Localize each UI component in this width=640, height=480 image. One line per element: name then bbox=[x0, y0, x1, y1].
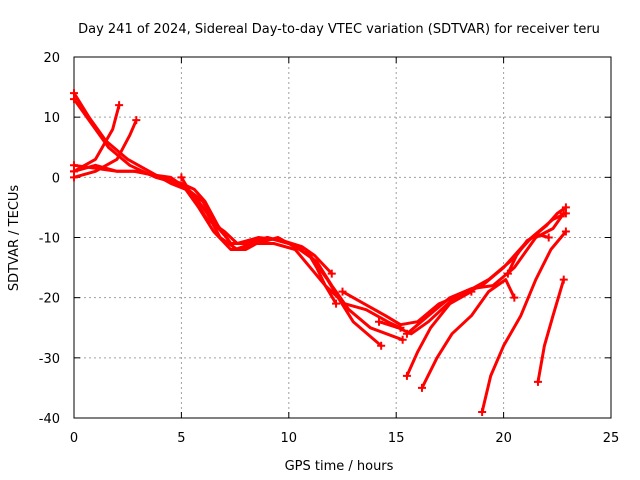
series-layer bbox=[70, 89, 570, 416]
x-axis-label: GPS time / hours bbox=[285, 459, 394, 474]
data-point-marker bbox=[402, 371, 411, 380]
data-point-marker bbox=[327, 269, 336, 278]
chart-title: Day 241 of 2024, Sidereal Day-to-day VTE… bbox=[78, 22, 600, 37]
data-point-marker bbox=[132, 116, 141, 125]
data-point-marker bbox=[398, 335, 407, 344]
data-point-marker bbox=[467, 287, 476, 296]
data-point-marker bbox=[402, 329, 411, 338]
data-point-marker bbox=[561, 227, 570, 236]
data-point-marker bbox=[510, 293, 519, 302]
series-arc-13 bbox=[478, 227, 570, 416]
data-point-marker bbox=[544, 233, 553, 242]
series-line bbox=[405, 211, 566, 336]
series-line bbox=[420, 278, 516, 390]
series-arc-10 bbox=[402, 209, 568, 338]
x-tick-label: 5 bbox=[177, 431, 185, 446]
series-arc-8 bbox=[338, 203, 570, 327]
series-line bbox=[72, 91, 383, 348]
series-line bbox=[72, 118, 138, 179]
data-point-marker bbox=[559, 275, 568, 284]
y-axis: -40 -30 -20 -10 0 10 20 bbox=[39, 51, 611, 427]
series-arc-2 bbox=[70, 95, 407, 344]
data-point-marker bbox=[478, 407, 487, 416]
data-point-marker bbox=[115, 101, 124, 110]
series-line bbox=[405, 290, 473, 378]
data-point-marker bbox=[338, 287, 347, 296]
x-axis: 0 5 10 15 20 25 bbox=[70, 57, 619, 446]
series-line bbox=[480, 230, 568, 414]
series-arc-15 bbox=[503, 233, 553, 278]
y-tick-label: -10 bbox=[39, 232, 60, 247]
x-tick-label: 0 bbox=[70, 431, 78, 446]
series-line bbox=[536, 278, 566, 384]
series-line bbox=[179, 175, 334, 276]
x-tick-label: 10 bbox=[281, 431, 298, 446]
series-arc-1 bbox=[70, 89, 386, 350]
series-line bbox=[72, 163, 402, 330]
grid bbox=[74, 57, 611, 418]
y-tick-label: 10 bbox=[43, 111, 60, 126]
x-tick-label: 25 bbox=[603, 431, 620, 446]
x-tick-label: 20 bbox=[495, 431, 512, 446]
data-point-marker bbox=[417, 383, 426, 392]
data-point-marker bbox=[559, 209, 568, 218]
series-line bbox=[506, 233, 551, 276]
data-point-marker bbox=[177, 173, 186, 182]
data-point-marker bbox=[533, 377, 542, 386]
y-axis-label: SDTVAR / TECUs bbox=[7, 185, 22, 292]
x-tick-label: 15 bbox=[388, 431, 405, 446]
series-arc-14 bbox=[533, 275, 568, 386]
data-point-marker bbox=[375, 317, 384, 326]
data-point-marker bbox=[377, 341, 386, 350]
y-tick-label: 20 bbox=[43, 51, 60, 66]
series-arc-6 bbox=[70, 163, 405, 332]
y-tick-label: -30 bbox=[39, 352, 60, 367]
data-point-marker bbox=[503, 269, 512, 278]
series-arc-12 bbox=[417, 278, 519, 392]
y-tick-label: -40 bbox=[39, 412, 60, 427]
series-arc-5 bbox=[70, 161, 341, 308]
series-arc-7 bbox=[177, 173, 336, 278]
data-point-marker bbox=[70, 95, 78, 104]
series-line bbox=[72, 163, 338, 306]
y-tick-label: 0 bbox=[52, 171, 60, 186]
data-point-marker bbox=[70, 167, 78, 176]
series-arc-11 bbox=[402, 287, 476, 380]
series-line bbox=[341, 205, 568, 327]
data-point-marker bbox=[332, 299, 341, 308]
y-tick-label: -20 bbox=[39, 292, 60, 307]
series-line bbox=[72, 97, 405, 342]
